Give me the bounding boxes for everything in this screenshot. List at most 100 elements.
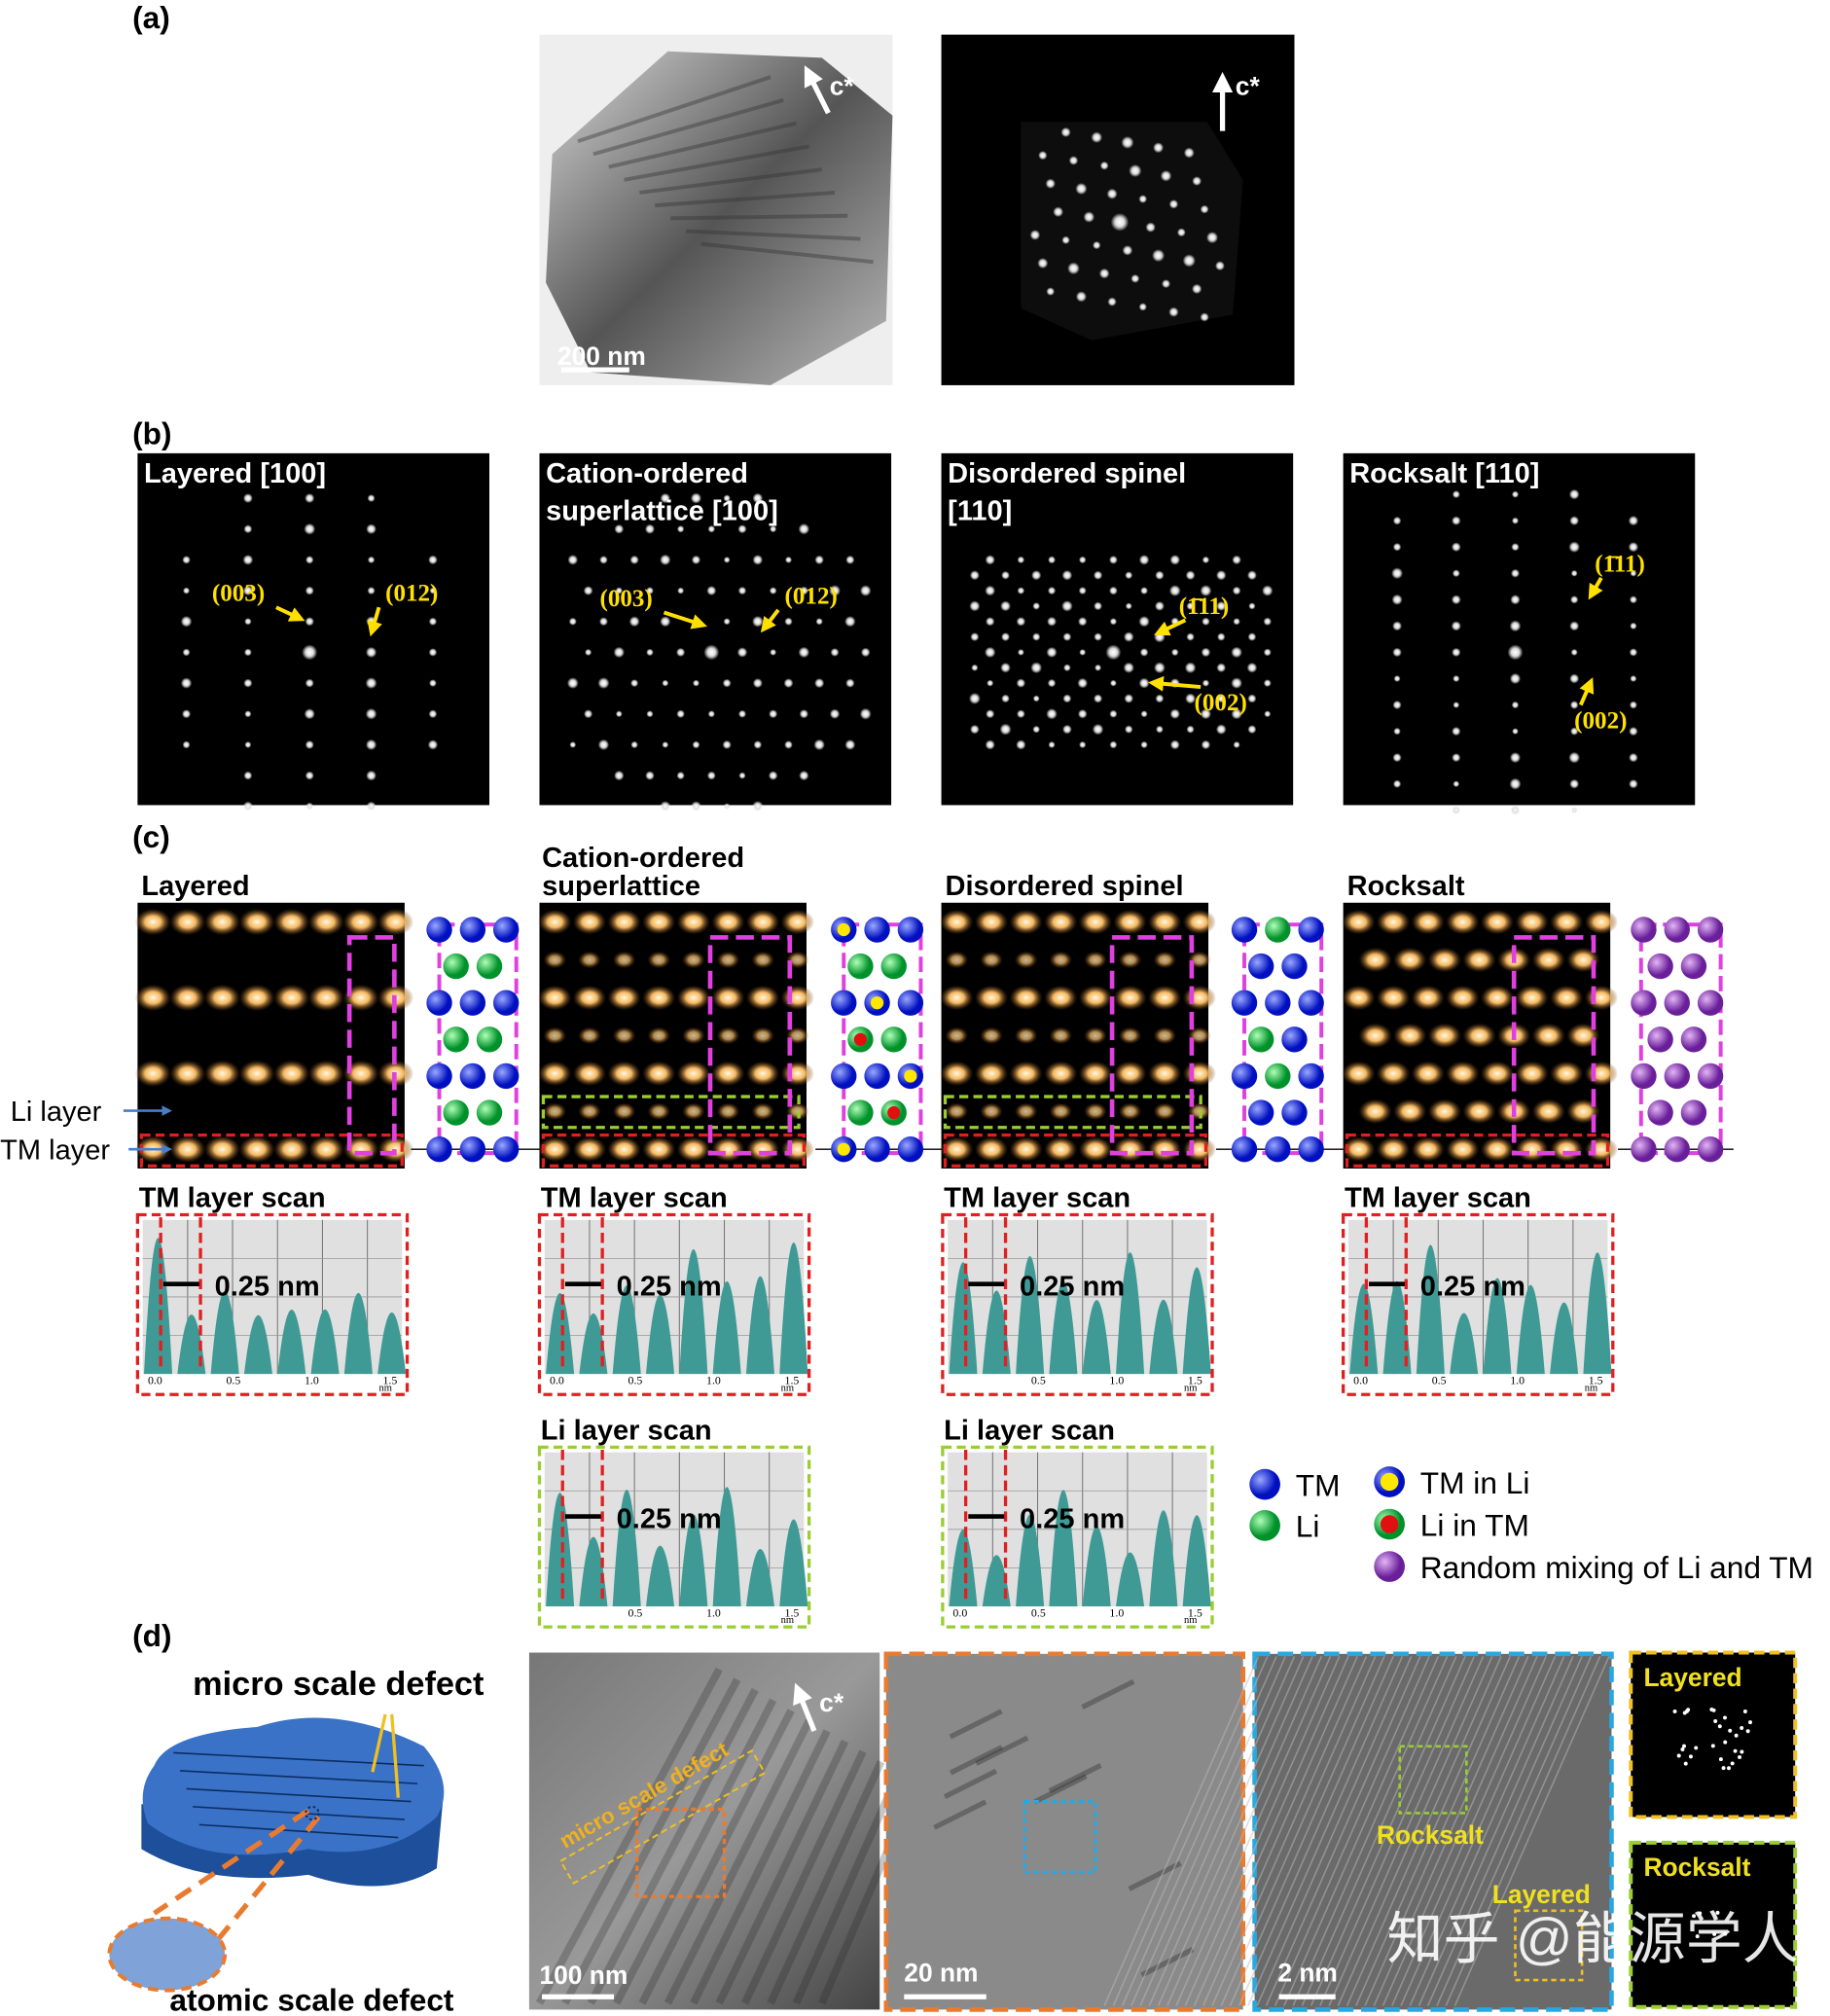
atom-column	[945, 1102, 969, 1121]
diffraction-spot	[1570, 569, 1578, 577]
diffraction-spot	[1185, 693, 1196, 704]
pattern-title: superlattice [100]	[546, 495, 778, 526]
diffraction-pattern	[137, 452, 490, 806]
diffraction-spot	[1263, 648, 1272, 657]
axis-arrow	[793, 1682, 817, 1732]
defect-streak	[690, 1729, 831, 2005]
diffraction-spot	[676, 525, 685, 533]
atom-column	[1480, 985, 1515, 1011]
diffraction-spot	[598, 617, 608, 627]
lattice-fringe	[1355, 1656, 1511, 2006]
atom	[1265, 990, 1291, 1016]
defect-streak	[1081, 1678, 1135, 1710]
atom-column	[681, 1102, 705, 1121]
atom-column	[780, 985, 814, 1011]
lattice-fringe	[1121, 1656, 1277, 2006]
zoom-box	[1023, 1799, 1097, 1874]
haadf-image	[137, 902, 405, 1169]
diffraction-spot	[785, 556, 792, 563]
axis-label: c*	[830, 72, 855, 101]
diffraction-spot	[305, 802, 314, 810]
atom-column	[342, 1135, 379, 1164]
defect-streak	[943, 1768, 998, 1800]
lattice-fringe	[1381, 1656, 1538, 2006]
fft-spot	[1718, 1757, 1723, 1762]
phase-title: Disordered spinel	[946, 871, 1184, 902]
diffraction-spot	[1124, 694, 1133, 703]
atom-column	[238, 1060, 275, 1088]
atom-column	[1084, 1102, 1107, 1121]
scan-unit: nm	[1184, 1615, 1198, 1626]
diffraction-spot	[1393, 727, 1401, 736]
defect-streak	[933, 1799, 987, 1830]
atom	[1680, 1026, 1707, 1053]
diffraction-spot	[1216, 570, 1227, 581]
diffraction-spot	[1231, 708, 1242, 720]
striation	[685, 229, 861, 241]
diffraction-spot	[1393, 675, 1401, 682]
intensity-profile	[143, 1238, 407, 1375]
atom-column	[642, 1061, 676, 1087]
diffraction-spot	[1130, 273, 1140, 283]
atom	[492, 1062, 520, 1090]
scan-tick: 1.5	[785, 1374, 800, 1387]
scan-tick: 0.5	[628, 1606, 643, 1620]
atom-column	[1427, 1098, 1462, 1125]
atom-column	[1342, 985, 1376, 1011]
diffraction-spot	[1031, 570, 1042, 581]
zoom-circle	[107, 1916, 228, 1993]
pointer	[390, 1713, 400, 1798]
diffraction-pattern	[539, 452, 892, 806]
diffraction-spot	[706, 771, 716, 780]
fft-spot	[1740, 1749, 1744, 1754]
scan-title: Li layer scan	[541, 1415, 712, 1446]
diffraction-spot	[1629, 701, 1637, 709]
atom-column	[1342, 1136, 1376, 1163]
diffraction-spot	[770, 649, 777, 656]
atom	[1281, 953, 1308, 980]
fft-image	[1629, 1650, 1798, 1819]
diffraction-spot	[660, 554, 671, 566]
diffraction-spot	[969, 600, 981, 612]
legend-swatch-inner	[1380, 1472, 1399, 1492]
scan-frame	[941, 1445, 1214, 1629]
diffraction-spot	[753, 740, 763, 749]
lattice-fringe	[1409, 1656, 1565, 2006]
diffraction-spot	[1079, 740, 1087, 749]
diffraction-spot	[859, 707, 872, 720]
tem-texture	[0, 0, 562, 1703]
diffraction-spot	[305, 771, 314, 780]
scan-frame	[537, 1445, 811, 1629]
diffraction-spot	[1048, 556, 1056, 564]
atom-column	[745, 985, 780, 1011]
scan-tick: 1.5	[382, 1374, 397, 1387]
fft-spot	[1694, 1746, 1699, 1750]
diffraction-spot	[1509, 777, 1522, 790]
atom-column	[607, 909, 641, 935]
diffraction-spot	[752, 555, 764, 565]
diffraction-spot	[1628, 542, 1639, 553]
fft-spot	[1738, 1754, 1742, 1759]
fft-spot	[1709, 1708, 1714, 1711]
diffraction-spot	[242, 801, 253, 811]
fft-spot	[1717, 1724, 1722, 1729]
diffraction-spot	[1063, 664, 1071, 672]
diffraction-spot	[1183, 147, 1195, 159]
atom	[1298, 1135, 1324, 1163]
diffraction-spot	[182, 740, 191, 749]
diffraction-spot	[567, 555, 579, 565]
diffraction-spot	[1215, 724, 1227, 735]
atom	[459, 1062, 486, 1090]
diffraction-spot	[1216, 601, 1227, 611]
diffraction-spot	[1105, 644, 1122, 661]
atom	[443, 953, 469, 980]
atom-column	[578, 951, 601, 969]
lattice-fringe	[1436, 1656, 1593, 2006]
diffraction-spot	[723, 618, 731, 626]
fft-spot	[1723, 1715, 1727, 1720]
diffraction-spot	[1509, 752, 1522, 764]
atom-column	[1009, 1061, 1043, 1087]
diffraction-spot	[1569, 701, 1579, 709]
fft-spot	[1680, 1746, 1685, 1751]
atom-column	[751, 1102, 774, 1121]
